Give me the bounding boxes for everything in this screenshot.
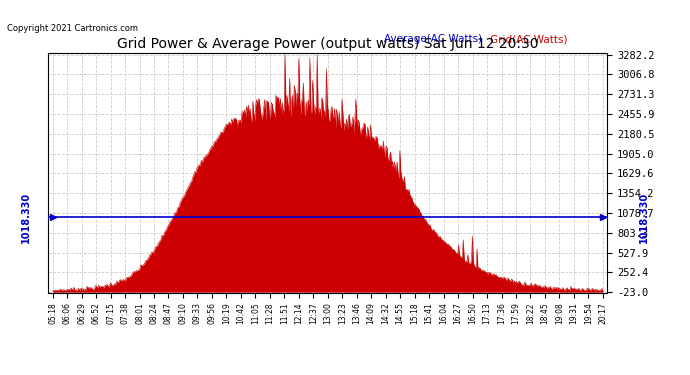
Text: 1018.330: 1018.330	[638, 192, 649, 243]
Title: Grid Power & Average Power (output watts) Sat Jun 12 20:30: Grid Power & Average Power (output watts…	[117, 38, 538, 51]
Text: Grid(AC Watts): Grid(AC Watts)	[490, 34, 567, 44]
Text: Average(AC Watts): Average(AC Watts)	[384, 34, 482, 44]
Text: 1018.330: 1018.330	[21, 192, 31, 243]
Text: Copyright 2021 Cartronics.com: Copyright 2021 Cartronics.com	[7, 24, 138, 33]
